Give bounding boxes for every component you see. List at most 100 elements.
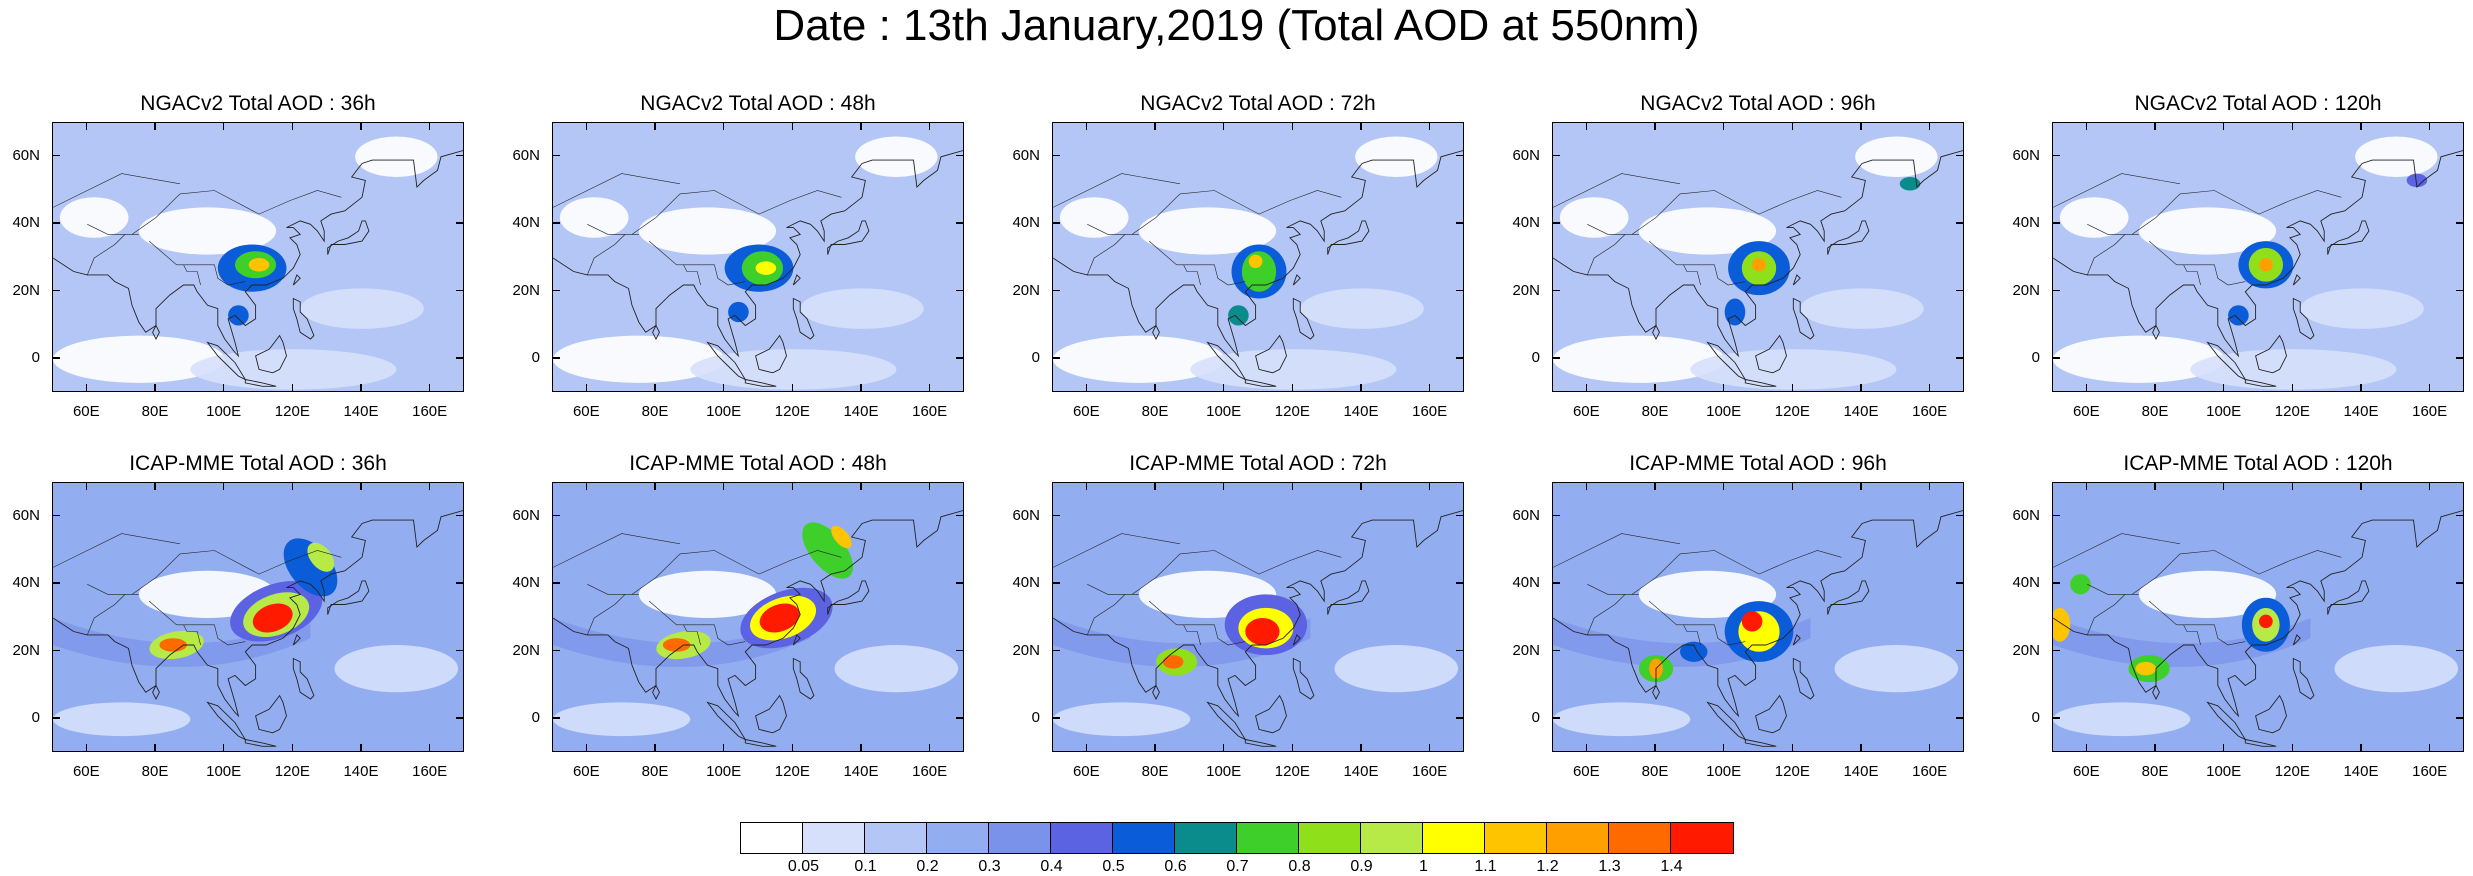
lat-tick (2052, 357, 2060, 359)
lon-tick (1428, 122, 1431, 130)
lon-tick-label: 140E (1343, 763, 1379, 780)
colorbar-swatch (1361, 823, 1423, 853)
colorbar-label: 0.8 (1288, 858, 1311, 875)
aod-low-region (53, 702, 191, 737)
lat-tick-label: 60N (1512, 146, 1540, 164)
lon-tick (1654, 744, 1656, 752)
lat-tick (1052, 514, 1060, 517)
lat-tick (2456, 289, 2464, 292)
lon-tick (860, 744, 862, 752)
lat-tick (52, 717, 60, 719)
aod-hotspot (307, 542, 335, 572)
aod-low-region (334, 645, 459, 693)
aod-low-region (1553, 702, 1691, 737)
aod-low-region (1334, 645, 1459, 693)
aod-hotspot (1899, 177, 1921, 191)
lon-tick-label: 60E (2072, 763, 2100, 780)
aod-hotspot (2259, 258, 2273, 272)
lon-tick-label: 120E (774, 763, 810, 780)
aod-low-region (1834, 645, 1959, 693)
aod-hotspot (2053, 607, 2071, 642)
lon-tick-label: 80E (141, 763, 169, 780)
map-panel: NGACv2 Total AOD : 36h 60N 40N 20N 0 60E 80E 10… (0, 92, 500, 452)
lat-tick (2052, 582, 2060, 584)
lon-tick (1428, 482, 1431, 490)
lon-tick (585, 744, 588, 752)
map-panel: ICAP-MME Total AOD : 48h 60N 40N 20N 0 60E 80E… (500, 452, 1000, 812)
lon-tick (1360, 482, 1362, 490)
lon-tick (1860, 122, 1862, 130)
lon-tick (1585, 482, 1588, 490)
lon-tick-label: 160E (412, 403, 448, 420)
aod-low-region (2053, 335, 2225, 383)
lon-tick-label: 60E (572, 403, 600, 420)
lat-tick-label: 60N (1012, 506, 1040, 524)
aod-low-region (2053, 702, 2191, 737)
lon-tick-label: 140E (343, 403, 379, 420)
lat-tick-label: 0 (2031, 349, 2040, 367)
lat-tick (552, 582, 560, 584)
lon-tick (585, 384, 588, 392)
panel-title: ICAP-MME Total AOD : 72h (1129, 452, 1387, 475)
lat-tick (456, 649, 464, 652)
lon-tick (2222, 384, 2225, 392)
lat-tick (552, 357, 560, 359)
lon-tick-label: 100E (206, 403, 242, 420)
lat-tick (2052, 649, 2060, 652)
lon-tick (2291, 482, 2294, 490)
lat-tick (956, 582, 964, 584)
colorbar-swatch (741, 823, 803, 853)
lat-tick (1552, 289, 1560, 292)
lat-tick (1956, 357, 1964, 359)
lat-tick (456, 289, 464, 292)
lat-tick (52, 357, 60, 359)
lat-tick (1956, 154, 1964, 157)
lon-tick (1928, 384, 1931, 392)
aod-low-region (1638, 207, 1777, 255)
lon-tick (1291, 122, 1294, 130)
lat-tick (552, 717, 560, 719)
lat-tick (2456, 649, 2464, 652)
lon-tick (2085, 384, 2088, 392)
map-panel: ICAP-MME Total AOD : 96h 60N 40N 20N 0 60E 80E… (1500, 452, 2000, 812)
aod-low-region (1855, 136, 1938, 177)
lon-tick-label: 120E (1774, 403, 1810, 420)
lat-tick-label: 60N (512, 146, 540, 164)
lon-tick (2360, 384, 2362, 392)
lat-tick-label: 0 (531, 709, 540, 727)
lon-tick (428, 122, 431, 130)
aod-low-region (53, 335, 225, 383)
lat-tick-label: 40N (12, 574, 40, 592)
lon-tick (791, 122, 794, 130)
lat-tick (1956, 289, 1964, 292)
lon-tick (222, 482, 225, 490)
aod-plume (53, 618, 311, 668)
lat-tick (52, 514, 60, 517)
aod-map (1052, 482, 1464, 752)
lat-tick (1052, 222, 1060, 224)
lon-tick-label: 160E (1912, 403, 1948, 420)
lon-tick (291, 482, 294, 490)
lat-tick-label: 0 (31, 349, 40, 367)
aod-low-region (300, 288, 424, 329)
lat-tick-label: 40N (2012, 214, 2040, 232)
lat-tick (552, 649, 560, 652)
lon-tick (1360, 384, 1362, 392)
lat-tick (1456, 357, 1464, 359)
lon-tick (585, 122, 588, 130)
lon-tick (360, 122, 362, 130)
lon-tick (428, 744, 431, 752)
lon-tick-label: 120E (2274, 763, 2310, 780)
aod-map (1552, 482, 1964, 752)
lat-tick (2456, 154, 2464, 157)
lat-tick (2052, 514, 2060, 517)
lon-tick (85, 122, 88, 130)
colorbar-label: 0.1 (854, 858, 877, 875)
aod-hotspot (159, 638, 187, 652)
aod-hotspot (802, 522, 854, 579)
lon-tick (1791, 482, 1794, 490)
lon-tick-label: 140E (2343, 403, 2379, 420)
aod-low-region (638, 207, 777, 255)
lat-tick-label: 40N (512, 574, 540, 592)
lon-tick-label: 140E (1343, 403, 1379, 420)
